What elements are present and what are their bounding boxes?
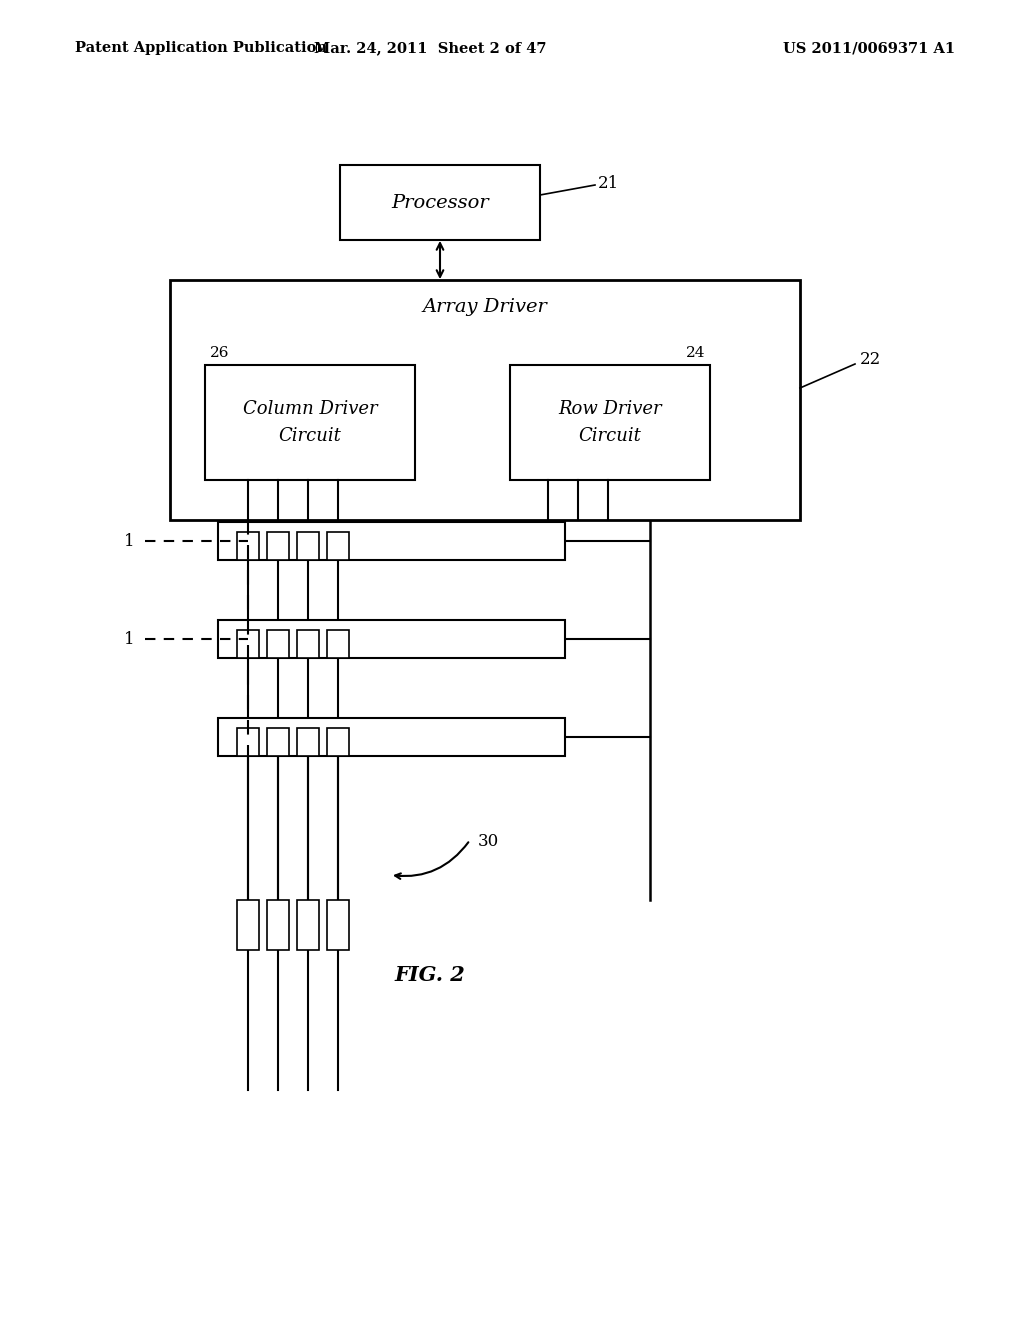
Text: Row Driver
Circuit: Row Driver Circuit: [558, 400, 662, 445]
Bar: [267, 532, 289, 560]
Bar: [327, 729, 349, 756]
Bar: [267, 729, 289, 756]
Text: 30: 30: [478, 833, 500, 850]
Bar: [218, 620, 565, 657]
Bar: [267, 900, 289, 950]
Text: 1: 1: [124, 631, 135, 648]
Text: 26: 26: [210, 346, 229, 360]
Text: 22: 22: [860, 351, 882, 368]
Bar: [327, 900, 349, 950]
Bar: [297, 900, 319, 950]
Bar: [340, 165, 540, 240]
Bar: [237, 900, 259, 950]
Bar: [237, 729, 259, 756]
Text: US 2011/0069371 A1: US 2011/0069371 A1: [783, 41, 955, 55]
Bar: [267, 630, 289, 657]
Text: Array Driver: Array Driver: [423, 298, 548, 315]
Text: 21: 21: [598, 174, 620, 191]
Bar: [297, 729, 319, 756]
Bar: [218, 718, 565, 756]
Bar: [297, 630, 319, 657]
Bar: [510, 366, 710, 480]
Text: 1: 1: [124, 532, 135, 549]
Text: Column Driver
Circuit: Column Driver Circuit: [243, 400, 377, 445]
Bar: [170, 280, 800, 520]
Bar: [237, 630, 259, 657]
Text: FIG. 2: FIG. 2: [394, 965, 465, 985]
Bar: [205, 366, 415, 480]
Text: 24: 24: [685, 346, 705, 360]
Bar: [237, 532, 259, 560]
Bar: [327, 630, 349, 657]
Bar: [327, 532, 349, 560]
Text: Patent Application Publication: Patent Application Publication: [75, 41, 327, 55]
Bar: [297, 532, 319, 560]
Bar: [218, 521, 565, 560]
Text: Mar. 24, 2011  Sheet 2 of 47: Mar. 24, 2011 Sheet 2 of 47: [313, 41, 546, 55]
Text: Processor: Processor: [391, 194, 488, 211]
